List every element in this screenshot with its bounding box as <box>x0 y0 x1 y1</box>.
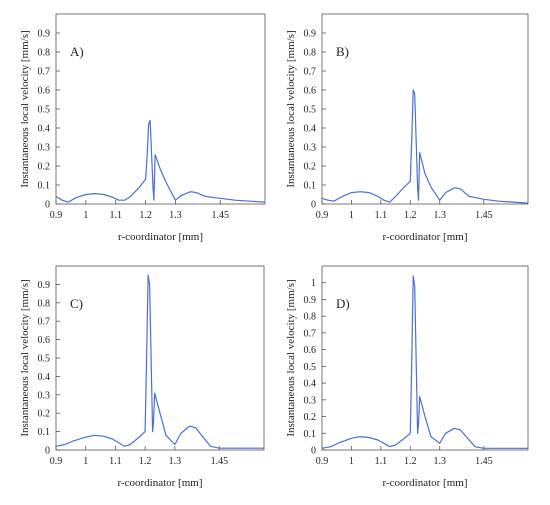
y-tick-label: 0.3 <box>38 390 51 401</box>
x-tick-label: 1.3 <box>169 456 182 467</box>
x-tick-label: 1.2 <box>139 210 152 221</box>
y-tick-label: 0.8 <box>38 298 51 309</box>
x-axis-title: r-coordinator [mm] <box>118 477 203 489</box>
y-tick-label: 0.6 <box>304 86 317 97</box>
y-axis-title: Instantaneous local velocity [mm/s] <box>285 279 297 436</box>
series-line-1 <box>55 274 264 449</box>
x-tick-label: 1 <box>349 456 354 467</box>
y-tick-label: 0.1 <box>38 427 51 438</box>
y-tick-label: 0.5 <box>38 354 51 365</box>
y-tick-label: 0.2 <box>38 162 51 173</box>
y-tick-label: 0.2 <box>38 409 51 420</box>
x-tick-label: 1.1 <box>109 456 122 467</box>
x-axis-title: r-coordinator [mm] <box>383 231 468 243</box>
x-tick-label: 1 <box>349 210 354 221</box>
plot-frame <box>321 265 529 451</box>
x-tick-label: 1.3 <box>169 210 182 221</box>
y-tick-label: 0.9 <box>304 295 317 306</box>
y-tick-label: 0.1 <box>38 181 51 192</box>
series-line-1 <box>321 89 529 204</box>
x-tick-label: 1.2 <box>404 456 417 467</box>
y-tick-label: 0.4 <box>304 379 317 390</box>
x-tick-label: 0.9 <box>50 456 63 467</box>
panel-label: B) <box>336 44 349 59</box>
y-tick-label: 0.9 <box>304 29 317 40</box>
y-tick-label: 0 <box>45 200 50 211</box>
x-tick-label: 1.3 <box>433 210 446 221</box>
y-tick-label: 0.5 <box>38 105 51 116</box>
x-tick-label: 1.45 <box>475 456 493 467</box>
y-tick-label: 0.2 <box>304 162 317 173</box>
x-axis-title: r-coordinator [mm] <box>383 477 468 489</box>
x-tick-label: 1.45 <box>211 456 229 467</box>
x-tick-label: 1.2 <box>139 456 152 467</box>
y-tick-label: 0.7 <box>304 328 317 339</box>
y-tick-label: 0.7 <box>38 67 51 78</box>
y-tick-label: 0.3 <box>304 143 317 154</box>
x-tick-label: 0.9 <box>316 456 329 467</box>
plot-frame <box>55 13 266 205</box>
chart-panel-1: 0 0.1 0.2 0.3 0.4 0.5 0.6 0.7 0.8 0.9 0.9 1 1.1 1.2 1.… <box>19 13 266 243</box>
x-tick-label: 1 <box>83 456 88 467</box>
y-tick-label: 0.4 <box>38 372 51 383</box>
y-tick-label: 0.9 <box>38 280 51 291</box>
y-tick-label: 0.1 <box>304 429 317 440</box>
y-axis-title: Instantaneous local velocity [mm/s] <box>285 30 297 187</box>
y-tick-label: 1 <box>311 278 316 289</box>
y-tick-label: 0.8 <box>304 48 317 59</box>
y-tick-label: 0.3 <box>38 143 51 154</box>
y-tick-label: 0 <box>311 446 316 457</box>
y-tick-label: 0 <box>45 446 50 457</box>
chart-panel-3: 0 0.1 0.2 0.3 0.4 0.5 0.6 0.7 0.8 0.9 0.9 1 1.1 1.2 1.… <box>19 265 265 489</box>
panel-label: D) <box>336 296 350 311</box>
x-tick-label: 0.9 <box>316 210 329 221</box>
x-tick-label: 1.1 <box>109 210 122 221</box>
x-tick-label: 1.1 <box>375 456 388 467</box>
series-line-1 <box>55 119 266 203</box>
x-tick-label: 1.1 <box>375 210 388 221</box>
y-tick-label: 0.6 <box>38 335 51 346</box>
y-tick-label: 0.6 <box>304 345 317 356</box>
y-tick-label: 0.4 <box>38 124 51 135</box>
plot-frame <box>321 13 529 205</box>
y-axis-title: Instantaneous local velocity [mm/s] <box>19 30 31 187</box>
x-tick-label: 1.45 <box>475 210 493 221</box>
y-tick-label: 0.2 <box>304 412 317 423</box>
x-tick-label: 1.2 <box>404 210 417 221</box>
y-tick-label: 0 <box>311 200 316 211</box>
y-tick-label: 0.7 <box>304 67 317 78</box>
y-tick-label: 0.9 <box>38 29 51 40</box>
panel-label: C) <box>70 296 83 311</box>
x-tick-label: 0.9 <box>50 210 63 221</box>
y-axis-title: Instantaneous local velocity [mm/s] <box>19 279 31 436</box>
x-tick-label: 1.3 <box>433 456 446 467</box>
x-tick-label: 1 <box>83 210 88 221</box>
y-tick-label: 0.5 <box>304 362 317 373</box>
chart-panel-4: 0 0.1 0.2 0.3 0.4 0.5 0.6 0.7 0.8 0.9 1 0.9 1 1.1 1.2 1… <box>285 265 529 489</box>
y-tick-label: 0.6 <box>38 86 51 97</box>
y-tick-label: 0.7 <box>38 317 51 328</box>
y-tick-label: 0.8 <box>38 48 51 59</box>
panel-label: A) <box>70 44 84 59</box>
y-tick-label: 0.4 <box>304 124 317 135</box>
y-tick-label: 0.1 <box>304 181 317 192</box>
x-tick-label: 1.45 <box>211 210 229 221</box>
y-tick-label: 0.5 <box>304 105 317 116</box>
x-axis-title: r-coordinator [mm] <box>118 231 203 243</box>
chart-panel-2: 0 0.1 0.2 0.3 0.4 0.5 0.6 0.7 0.8 0.9 0.9 1 1.1 1.2 1.… <box>285 13 529 243</box>
series-line-1 <box>321 275 528 449</box>
y-tick-label: 0.3 <box>304 395 317 406</box>
plot-frame <box>55 265 265 451</box>
y-tick-label: 0.8 <box>304 312 317 323</box>
